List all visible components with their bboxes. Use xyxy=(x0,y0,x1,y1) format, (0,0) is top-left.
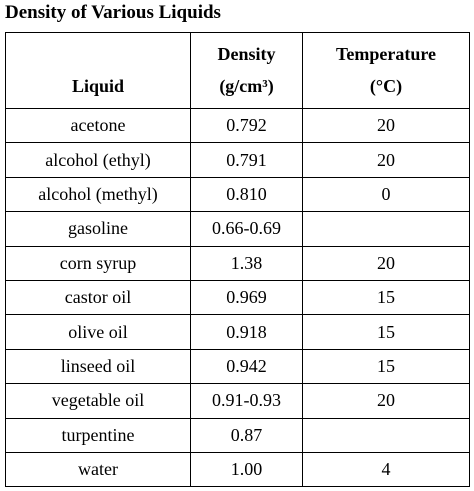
density-table: Liquid Density (g/cm³) Temperature (°C) acet… xyxy=(5,32,470,488)
table-row: alcohol (methyl) 0.810 0 xyxy=(5,176,470,213)
table-cell: alcohol (ethyl) xyxy=(5,142,191,178)
table-cell: 0 xyxy=(302,176,470,213)
table-row: gasoline 0.66-0.69 xyxy=(5,211,470,247)
table-cell: 20 xyxy=(302,142,470,178)
table-cell: 20 xyxy=(302,245,470,281)
table-cell: 20 xyxy=(302,383,470,419)
table-cell: 0.918 xyxy=(190,314,303,350)
table-body: acetone 0.792 20 alcohol (ethyl) 0.791 20 alco… xyxy=(5,107,470,488)
table-row: corn syrup 1.38 20 xyxy=(5,245,470,281)
table-cell: 0.791 xyxy=(190,142,303,178)
table-cell: 0.91-0.93 xyxy=(190,383,303,419)
header-row: Liquid Density (g/cm³) Temperature (°C) xyxy=(5,32,470,109)
table-cell: acetone xyxy=(5,107,191,144)
table-row: castor oil 0.969 15 xyxy=(5,279,470,316)
table-cell: 0.942 xyxy=(190,348,303,385)
header-text: (°C) xyxy=(369,76,403,96)
table-row: linseed oil 0.942 15 xyxy=(5,348,470,385)
table-row: alcohol (ethyl) 0.791 20 xyxy=(5,142,470,178)
header-text: Temperature xyxy=(336,44,436,64)
table-cell: 15 xyxy=(302,348,470,385)
header-text: Density xyxy=(217,44,276,64)
table-cell: 0.969 xyxy=(190,279,303,316)
table-cell: castor oil xyxy=(5,279,191,316)
table-row: vegetable oil 0.91-0.93 20 xyxy=(5,383,470,419)
table-cell: 1.00 xyxy=(190,451,303,488)
table-cell: turpentine xyxy=(5,417,191,453)
table-row: turpentine 0.87 xyxy=(5,417,470,453)
table-cell xyxy=(302,417,470,453)
table-cell: 0.792 xyxy=(190,107,303,144)
table-cell: 4 xyxy=(302,451,470,488)
table-cell: 15 xyxy=(302,314,470,350)
table-cell: linseed oil xyxy=(5,348,191,385)
header-text: Liquid xyxy=(71,76,125,96)
header-text: (g/cm³) xyxy=(219,76,274,96)
table-cell: alcohol (methyl) xyxy=(5,176,191,213)
header-cell: Temperature (°C) xyxy=(302,32,470,109)
table-cell: water xyxy=(5,451,191,488)
header-cell: Liquid xyxy=(5,32,191,109)
table-row: water 1.00 4 xyxy=(5,451,470,488)
table-row: olive oil 0.918 15 xyxy=(5,314,470,350)
table-cell: 20 xyxy=(302,107,470,144)
table-cell: 0.87 xyxy=(190,417,303,453)
table-cell: olive oil xyxy=(5,314,191,350)
table-row: acetone 0.792 20 xyxy=(5,107,470,144)
table-cell: corn syrup xyxy=(5,245,191,281)
table-cell: vegetable oil xyxy=(5,383,191,419)
table-cell: 0.66-0.69 xyxy=(190,211,303,247)
table-cell: gasoline xyxy=(5,211,191,247)
header-cell: Density (g/cm³) xyxy=(190,32,303,109)
table-cell xyxy=(302,211,470,247)
table-cell: 0.810 xyxy=(190,176,303,213)
table-cell: 15 xyxy=(302,279,470,316)
table-title: Density of Various Liquids xyxy=(5,2,221,23)
table-cell: 1.38 xyxy=(190,245,303,281)
